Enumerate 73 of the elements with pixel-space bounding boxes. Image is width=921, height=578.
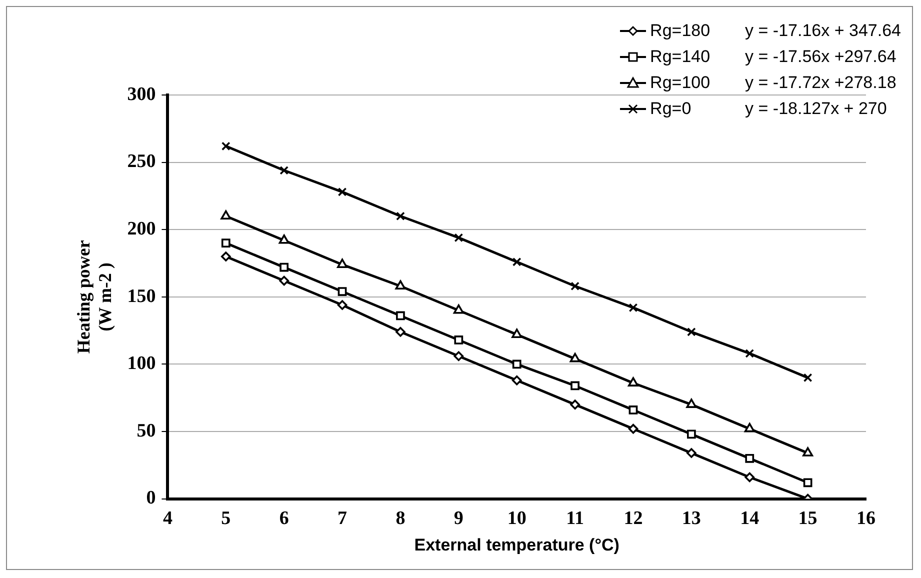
point	[221, 238, 230, 248]
legend-label: Rg=100	[650, 73, 712, 93]
point	[280, 262, 289, 272]
point	[220, 252, 231, 262]
point	[278, 234, 290, 244]
point	[454, 233, 464, 242]
point	[570, 352, 580, 362]
point	[512, 257, 522, 266]
x-tick-label: 7	[338, 508, 348, 530]
text: y = -17.72x +278.18	[745, 73, 896, 93]
x-tick-label: 10	[507, 508, 526, 530]
legend-label: Rg=0	[650, 99, 692, 119]
y-tick-label: 250	[127, 151, 156, 172]
legend-label: Rg=140	[650, 47, 712, 67]
point	[802, 447, 814, 456]
y-tick-label: 300	[127, 84, 156, 105]
point	[453, 304, 464, 314]
y-tick-label: 150	[127, 286, 156, 307]
point	[686, 448, 696, 458]
x-tick-label: 16	[856, 508, 876, 530]
point	[803, 373, 812, 382]
annotation: y = -18.127x + 270	[745, 99, 887, 119]
point	[745, 348, 754, 358]
x-tick-label: 14	[740, 508, 760, 530]
point	[454, 351, 464, 362]
point	[686, 398, 697, 408]
point	[745, 454, 754, 463]
point	[221, 142, 230, 151]
point	[744, 422, 755, 432]
point	[628, 377, 638, 386]
point	[395, 280, 406, 290]
point	[570, 400, 580, 410]
point	[512, 328, 522, 338]
point	[512, 375, 522, 386]
x-tick-label: 9	[454, 508, 464, 530]
legend-label: Rg=180	[650, 21, 712, 41]
point	[337, 300, 348, 310]
text: y = -17.16x + 347.64	[745, 21, 901, 41]
point	[396, 326, 406, 337]
point	[744, 472, 755, 482]
y-tick-label: 200	[127, 218, 156, 240]
point	[803, 478, 812, 488]
x-tick-label: 4	[162, 508, 173, 530]
x-tick-label: 11	[566, 508, 584, 530]
y-tick-label: 0	[146, 488, 156, 509]
point	[337, 258, 348, 268]
point	[338, 187, 347, 196]
point	[512, 360, 522, 369]
point	[628, 303, 638, 312]
y-tick-label: 100	[127, 353, 156, 374]
x-tick-label: 12	[624, 508, 643, 530]
x-tick-label: 6	[279, 508, 289, 530]
x-tick-label: 5	[221, 508, 231, 530]
point	[570, 282, 580, 291]
x-tick-label: 13	[682, 508, 701, 530]
x-tick-label: 15	[798, 508, 818, 530]
point	[279, 276, 289, 286]
y-axis-title: Heating power (W m-2 )	[73, 240, 116, 354]
point	[686, 430, 696, 439]
point	[280, 166, 289, 175]
point	[570, 381, 580, 390]
point	[454, 336, 464, 344]
y-tick-label: 50	[136, 420, 156, 442]
point	[396, 212, 405, 221]
point	[628, 424, 638, 434]
point	[396, 311, 405, 320]
x-tick-label: 8	[396, 508, 406, 530]
point	[686, 327, 696, 336]
point	[338, 287, 347, 296]
text: y = -17.56x +297.64	[745, 47, 896, 67]
point	[220, 210, 232, 220]
x-axis-title: External temperature (°C)	[414, 535, 620, 554]
point	[628, 406, 638, 414]
